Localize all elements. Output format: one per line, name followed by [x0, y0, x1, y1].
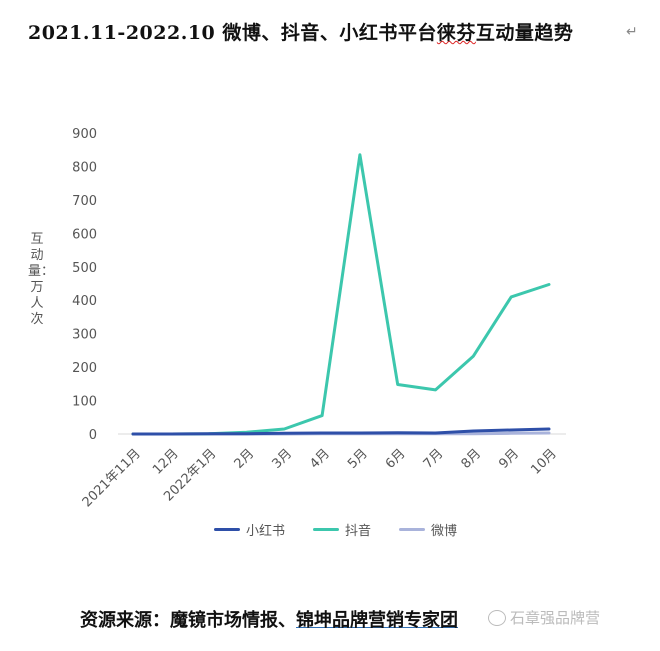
legend-label: 抖音 — [345, 524, 372, 539]
x-tick-label: 9月 — [496, 446, 522, 472]
title-tail: 互动量趋势 — [475, 22, 574, 44]
legend-swatch — [214, 528, 240, 531]
title-brand: 徕芬 — [436, 22, 476, 44]
x-tick-label: 6月 — [383, 446, 409, 472]
y-tick-label: 0 — [89, 428, 97, 443]
chart-legend: 小红书 抖音 微博 — [214, 520, 457, 539]
y-tick-label: 400 — [72, 294, 97, 309]
paragraph-return-icon: ↵ — [626, 24, 638, 40]
y-tick-label: 300 — [72, 328, 97, 343]
source-prefix: 资源来源：魔镜市场情报、 — [80, 610, 296, 631]
x-tick-label: 4月 — [307, 446, 333, 472]
wechat-icon — [488, 609, 506, 626]
legend-swatch — [399, 528, 426, 531]
y-tick-label: 900 — [72, 127, 97, 142]
watermark-text: 石章强品牌营 — [510, 609, 601, 627]
y-tick-label: 800 — [72, 160, 97, 175]
y-tick-label: 500 — [72, 261, 97, 276]
y-tick-label: 100 — [72, 395, 97, 410]
x-tick-label: 2021年11月 — [80, 446, 144, 510]
y-tick-label: 200 — [72, 361, 97, 376]
y-tick-label: 600 — [72, 227, 97, 242]
series-line — [131, 427, 551, 436]
y-tick-label: 700 — [72, 194, 97, 209]
legend-item: 微博 — [399, 520, 457, 539]
legend-item: 小红书 — [214, 520, 285, 539]
title-main: 2021.11-2022.10 微博、抖音、小红书平台 — [28, 22, 437, 44]
watermark: 石章强品牌营 — [488, 607, 600, 628]
series-line — [131, 153, 551, 436]
x-tick-label: 12月 — [150, 446, 181, 477]
x-tick-label: 10月 — [528, 446, 559, 477]
chart-title: 2021.11-2022.10 微博、抖音、小红书平台徕芬互动量趋势 — [28, 18, 573, 45]
legend-swatch — [313, 528, 340, 531]
x-tick-label: 3月 — [269, 446, 295, 472]
source-link: 锦坤品牌营销专家团 — [296, 610, 458, 631]
legend-label: 微博 — [431, 524, 458, 539]
legend-label: 小红书 — [246, 524, 286, 539]
legend-item: 抖音 — [313, 520, 371, 539]
source-note: 资源来源：魔镜市场情报、锦坤品牌营销专家团 — [80, 606, 458, 632]
x-tick-label: 7月 — [421, 446, 447, 472]
x-tick-label: 5月 — [345, 446, 371, 472]
x-tick-label: 8月 — [459, 446, 485, 472]
x-tick-label: 2月 — [232, 446, 258, 472]
